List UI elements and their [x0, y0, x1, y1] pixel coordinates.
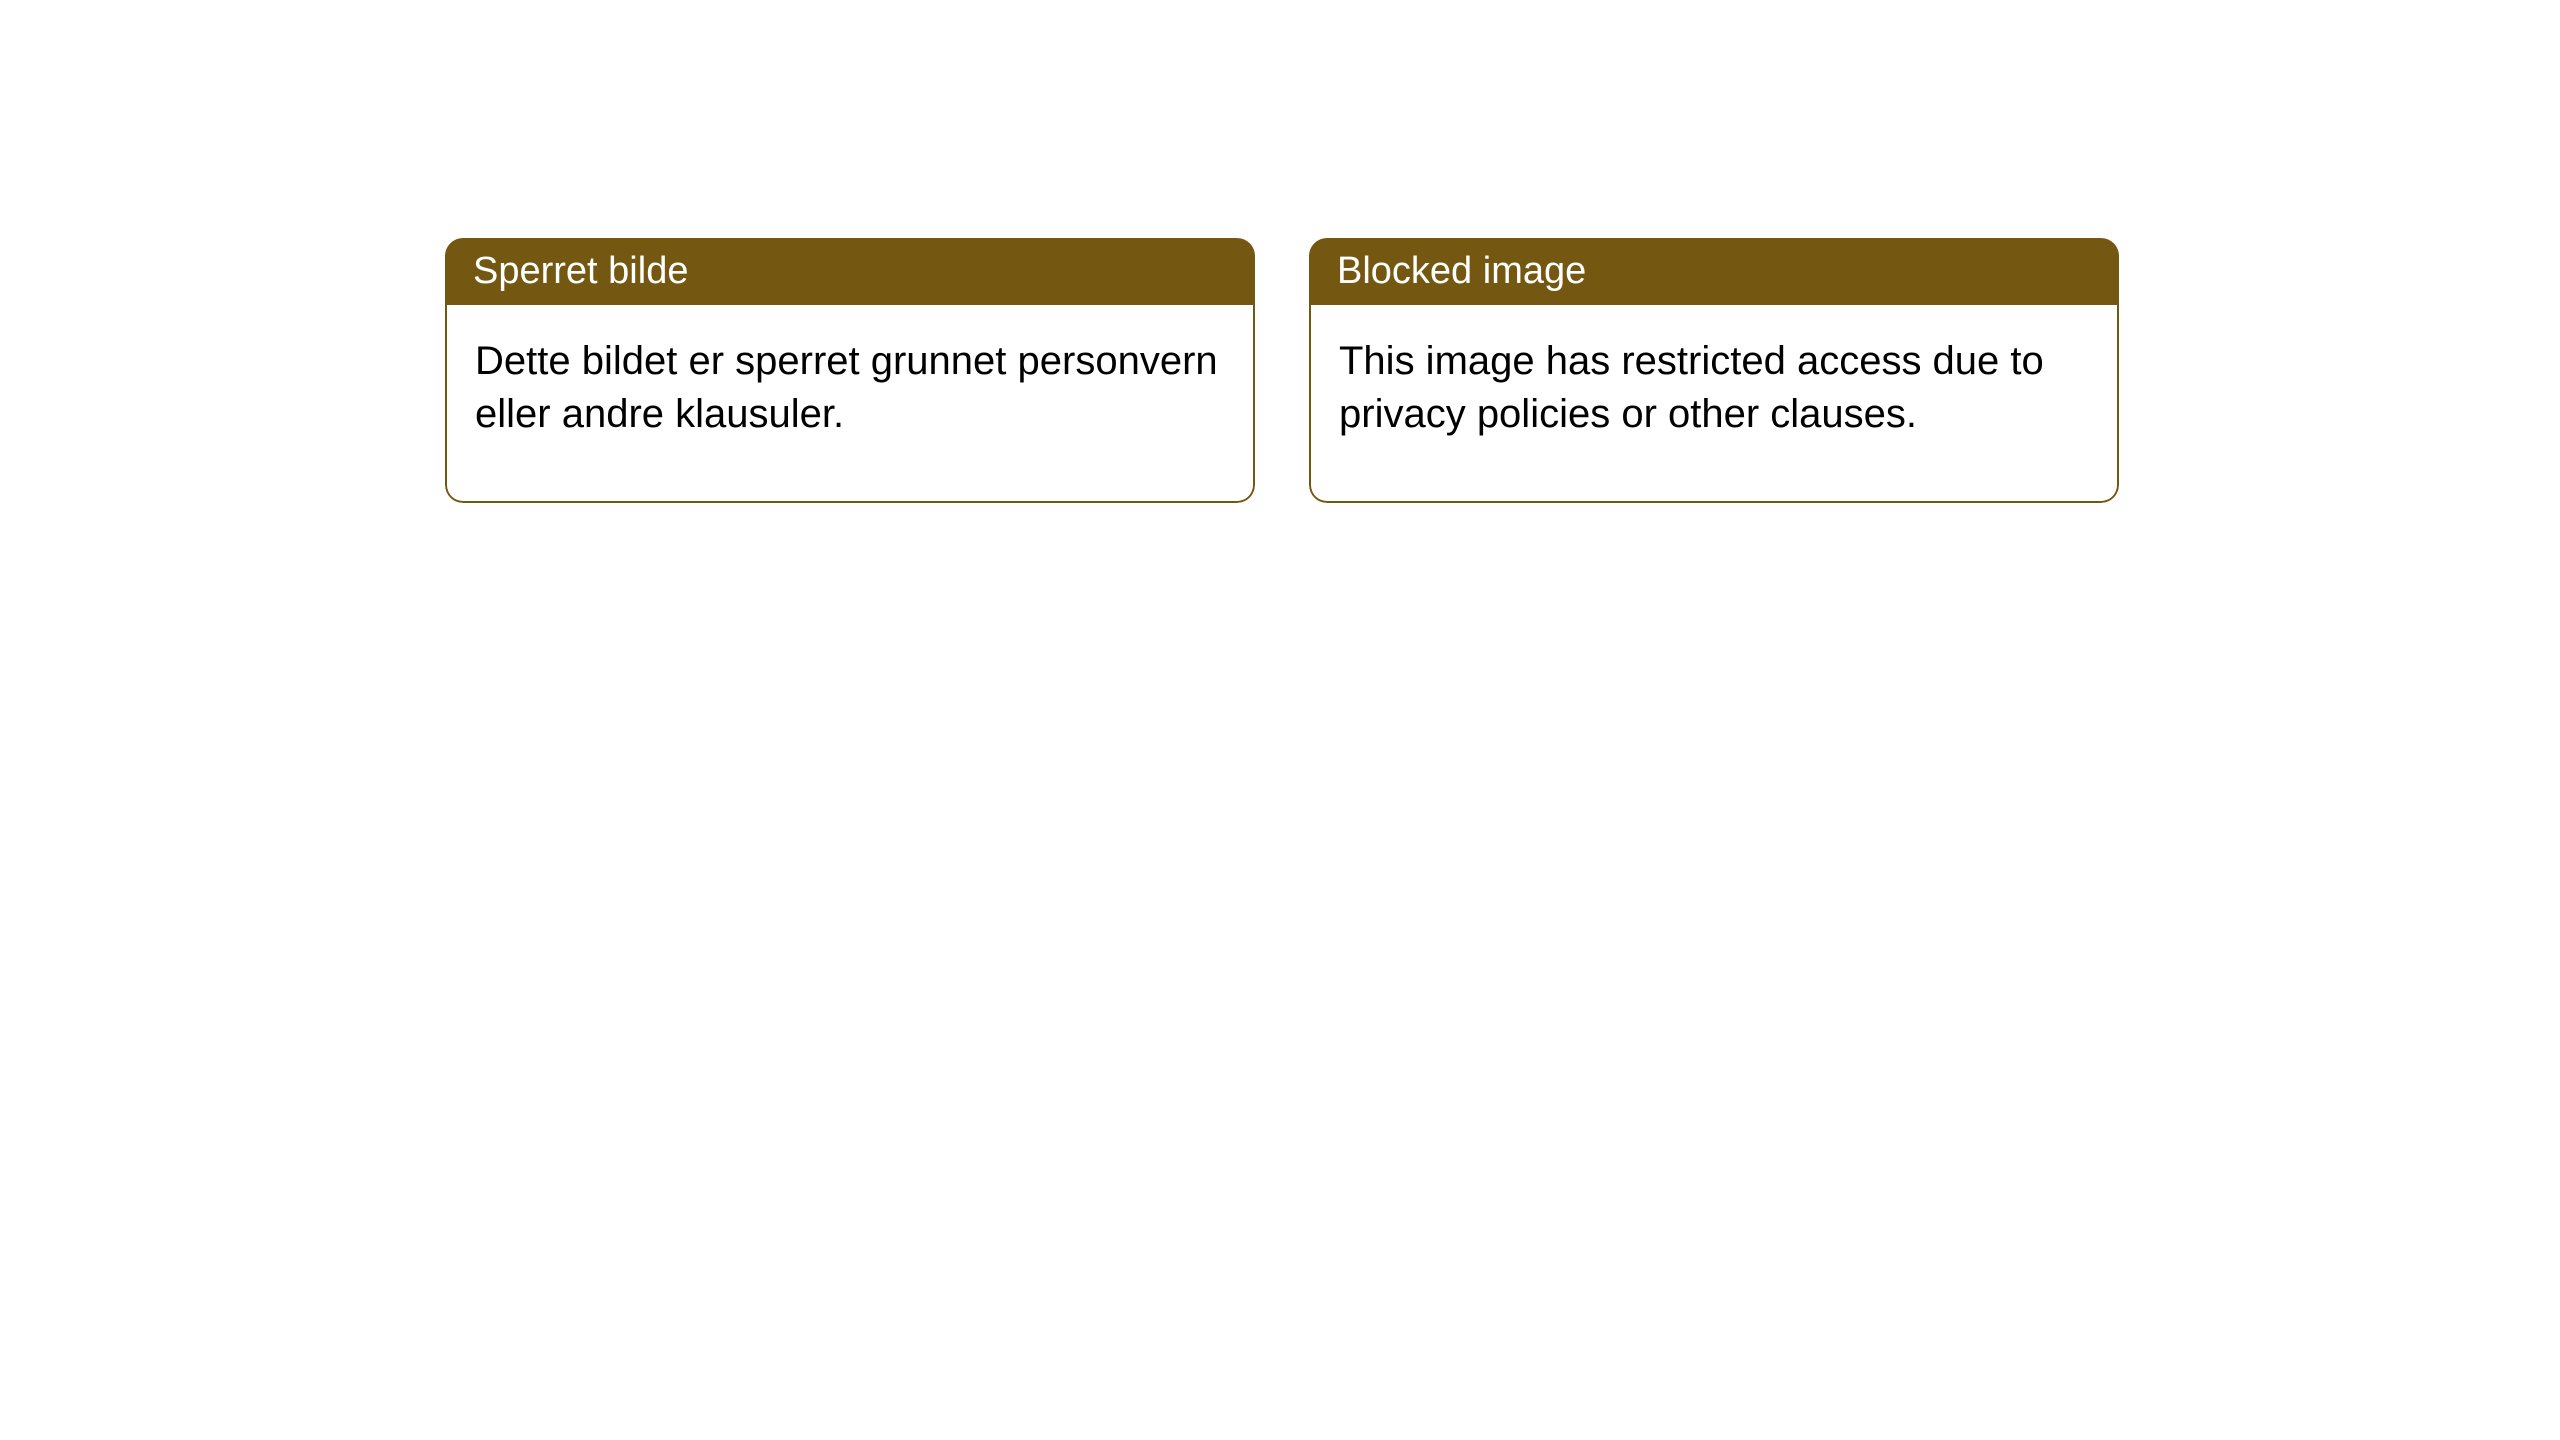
card-body: Dette bildet er sperret grunnet personve… [445, 305, 1255, 503]
notice-card-english: Blocked image This image has restricted … [1309, 238, 2119, 503]
card-title: Blocked image [1337, 250, 1586, 292]
card-header: Sperret bilde [445, 238, 1255, 305]
card-body: This image has restricted access due to … [1309, 305, 2119, 503]
card-title: Sperret bilde [473, 250, 688, 292]
card-body-text: This image has restricted access due to … [1339, 339, 2044, 436]
card-body-text: Dette bildet er sperret grunnet personve… [475, 339, 1218, 436]
card-header: Blocked image [1309, 238, 2119, 305]
notice-container: Sperret bilde Dette bildet er sperret gr… [445, 238, 2119, 503]
notice-card-norwegian: Sperret bilde Dette bildet er sperret gr… [445, 238, 1255, 503]
